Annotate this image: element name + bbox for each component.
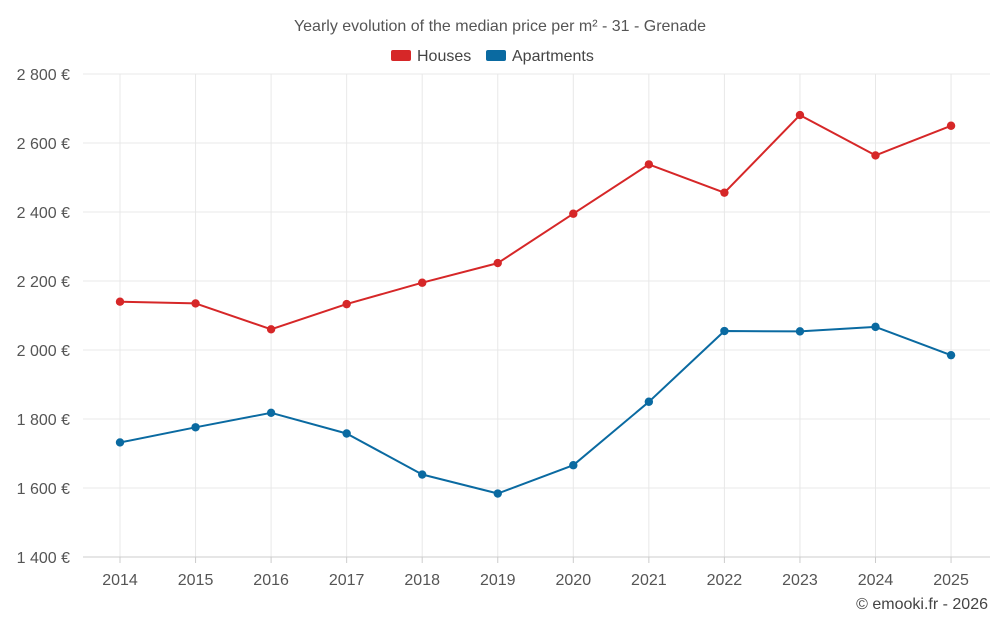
houses-point[interactable] — [795, 110, 805, 120]
apartments-point[interactable] — [569, 461, 578, 470]
x-tick-label: 2018 — [404, 572, 440, 589]
houses-point[interactable] — [342, 299, 351, 309]
apartments-point[interactable] — [342, 429, 351, 438]
y-tick-label: 2 000 € — [17, 343, 70, 360]
y-tick-label: 1 800 € — [17, 412, 70, 429]
x-axis: 2014 2015 2016 2017 2018 2019 2020 2021 2022 2023… — [83, 556, 990, 589]
houses-legend-label[interactable]: Houses — [417, 48, 471, 65]
x-tick-label: 2020 — [556, 572, 592, 589]
y-tick-label: 1 400 € — [17, 550, 70, 567]
x-tick-label: 2021 — [631, 572, 667, 589]
houses-point[interactable] — [644, 160, 654, 169]
x-tick-label: 2014 — [102, 572, 138, 589]
y-tick-label: 2 800 € — [17, 67, 70, 84]
x-tick-label: 2022 — [707, 572, 743, 589]
apartments-series-line — [119, 325, 952, 495]
apartments-legend-label[interactable]: Apartments — [512, 48, 594, 65]
copyright-text: © emooki.fr - 2026 — [856, 596, 988, 613]
chart-title: Yearly evolution of the median price per… — [294, 18, 706, 35]
houses-point[interactable] — [871, 151, 880, 160]
apartments-point[interactable] — [191, 423, 200, 432]
apartments-point[interactable] — [644, 397, 654, 406]
x-tick-label: 2015 — [178, 572, 214, 589]
houses-point[interactable] — [115, 297, 125, 306]
apartments-point[interactable] — [795, 327, 805, 336]
x-tick-label: 2024 — [858, 572, 894, 589]
legend: Houses Apartments — [391, 48, 594, 65]
x-tick-label: 2025 — [933, 572, 969, 589]
y-tick-label: 2 400 € — [17, 205, 70, 222]
apartments-point[interactable] — [493, 489, 502, 498]
apartments-point[interactable] — [871, 322, 880, 332]
x-tick-label: 2023 — [782, 572, 818, 589]
apartments-point[interactable] — [720, 326, 729, 336]
y-tick-label: 2 200 € — [17, 274, 70, 291]
apartments-point[interactable] — [946, 350, 956, 360]
series-layer — [115, 110, 956, 498]
y-axis: 1 400 € 1 600 € 1 800 € 2 000 € 2 200 € 2 400… — [17, 67, 70, 567]
houses-point[interactable] — [191, 299, 200, 308]
y-tick-label: 1 600 € — [17, 481, 70, 498]
houses-point[interactable] — [720, 188, 729, 197]
houses-point[interactable] — [418, 278, 427, 287]
houses-series-line — [119, 114, 952, 331]
houses-point[interactable] — [266, 325, 276, 334]
y-tick-label: 2 600 € — [17, 136, 70, 153]
apartments-legend-swatch[interactable] — [486, 50, 506, 61]
x-tick-label: 2017 — [329, 572, 365, 589]
houses-legend-swatch[interactable] — [391, 50, 411, 61]
apartments-point[interactable] — [115, 438, 125, 447]
houses-point[interactable] — [493, 258, 502, 268]
apartments-point[interactable] — [266, 408, 276, 417]
grid — [83, 73, 990, 557]
x-tick-label: 2016 — [253, 572, 289, 589]
x-tick-label: 2019 — [480, 572, 516, 589]
houses-point[interactable] — [569, 209, 578, 218]
apartments-point[interactable] — [418, 470, 427, 479]
houses-point[interactable] — [946, 121, 956, 130]
